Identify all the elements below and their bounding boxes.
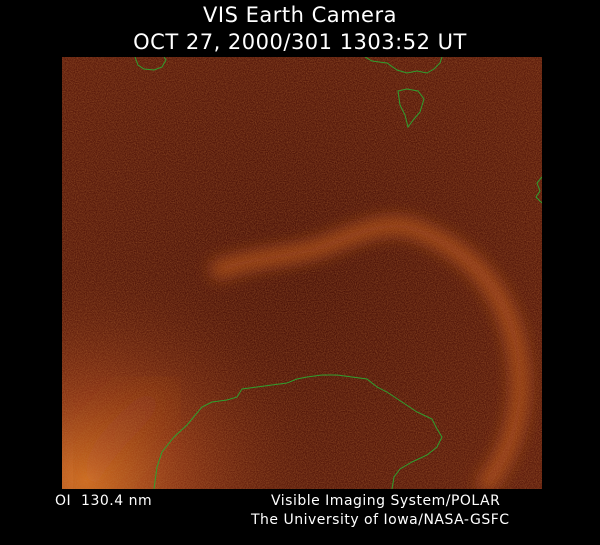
coastline-top-right [364, 57, 443, 74]
institution-label: The University of Iowa/NASA-GSFC [251, 512, 510, 528]
auroral-image [62, 57, 542, 489]
coastline-continent [153, 374, 443, 489]
instrument-label: Visible Imaging System/POLAR [271, 493, 501, 509]
wavelength-label: OI 130.4 nm [55, 493, 153, 509]
image-timestamp: OCT 27, 2000/301 1303:52 UT [133, 30, 467, 54]
coastline-top-left [134, 57, 167, 71]
image-title: VIS Earth Camera [203, 3, 397, 27]
coastline-island [397, 88, 425, 129]
image-noise [62, 57, 542, 489]
coastlines [134, 57, 542, 489]
coastline-right-edge [535, 176, 542, 204]
